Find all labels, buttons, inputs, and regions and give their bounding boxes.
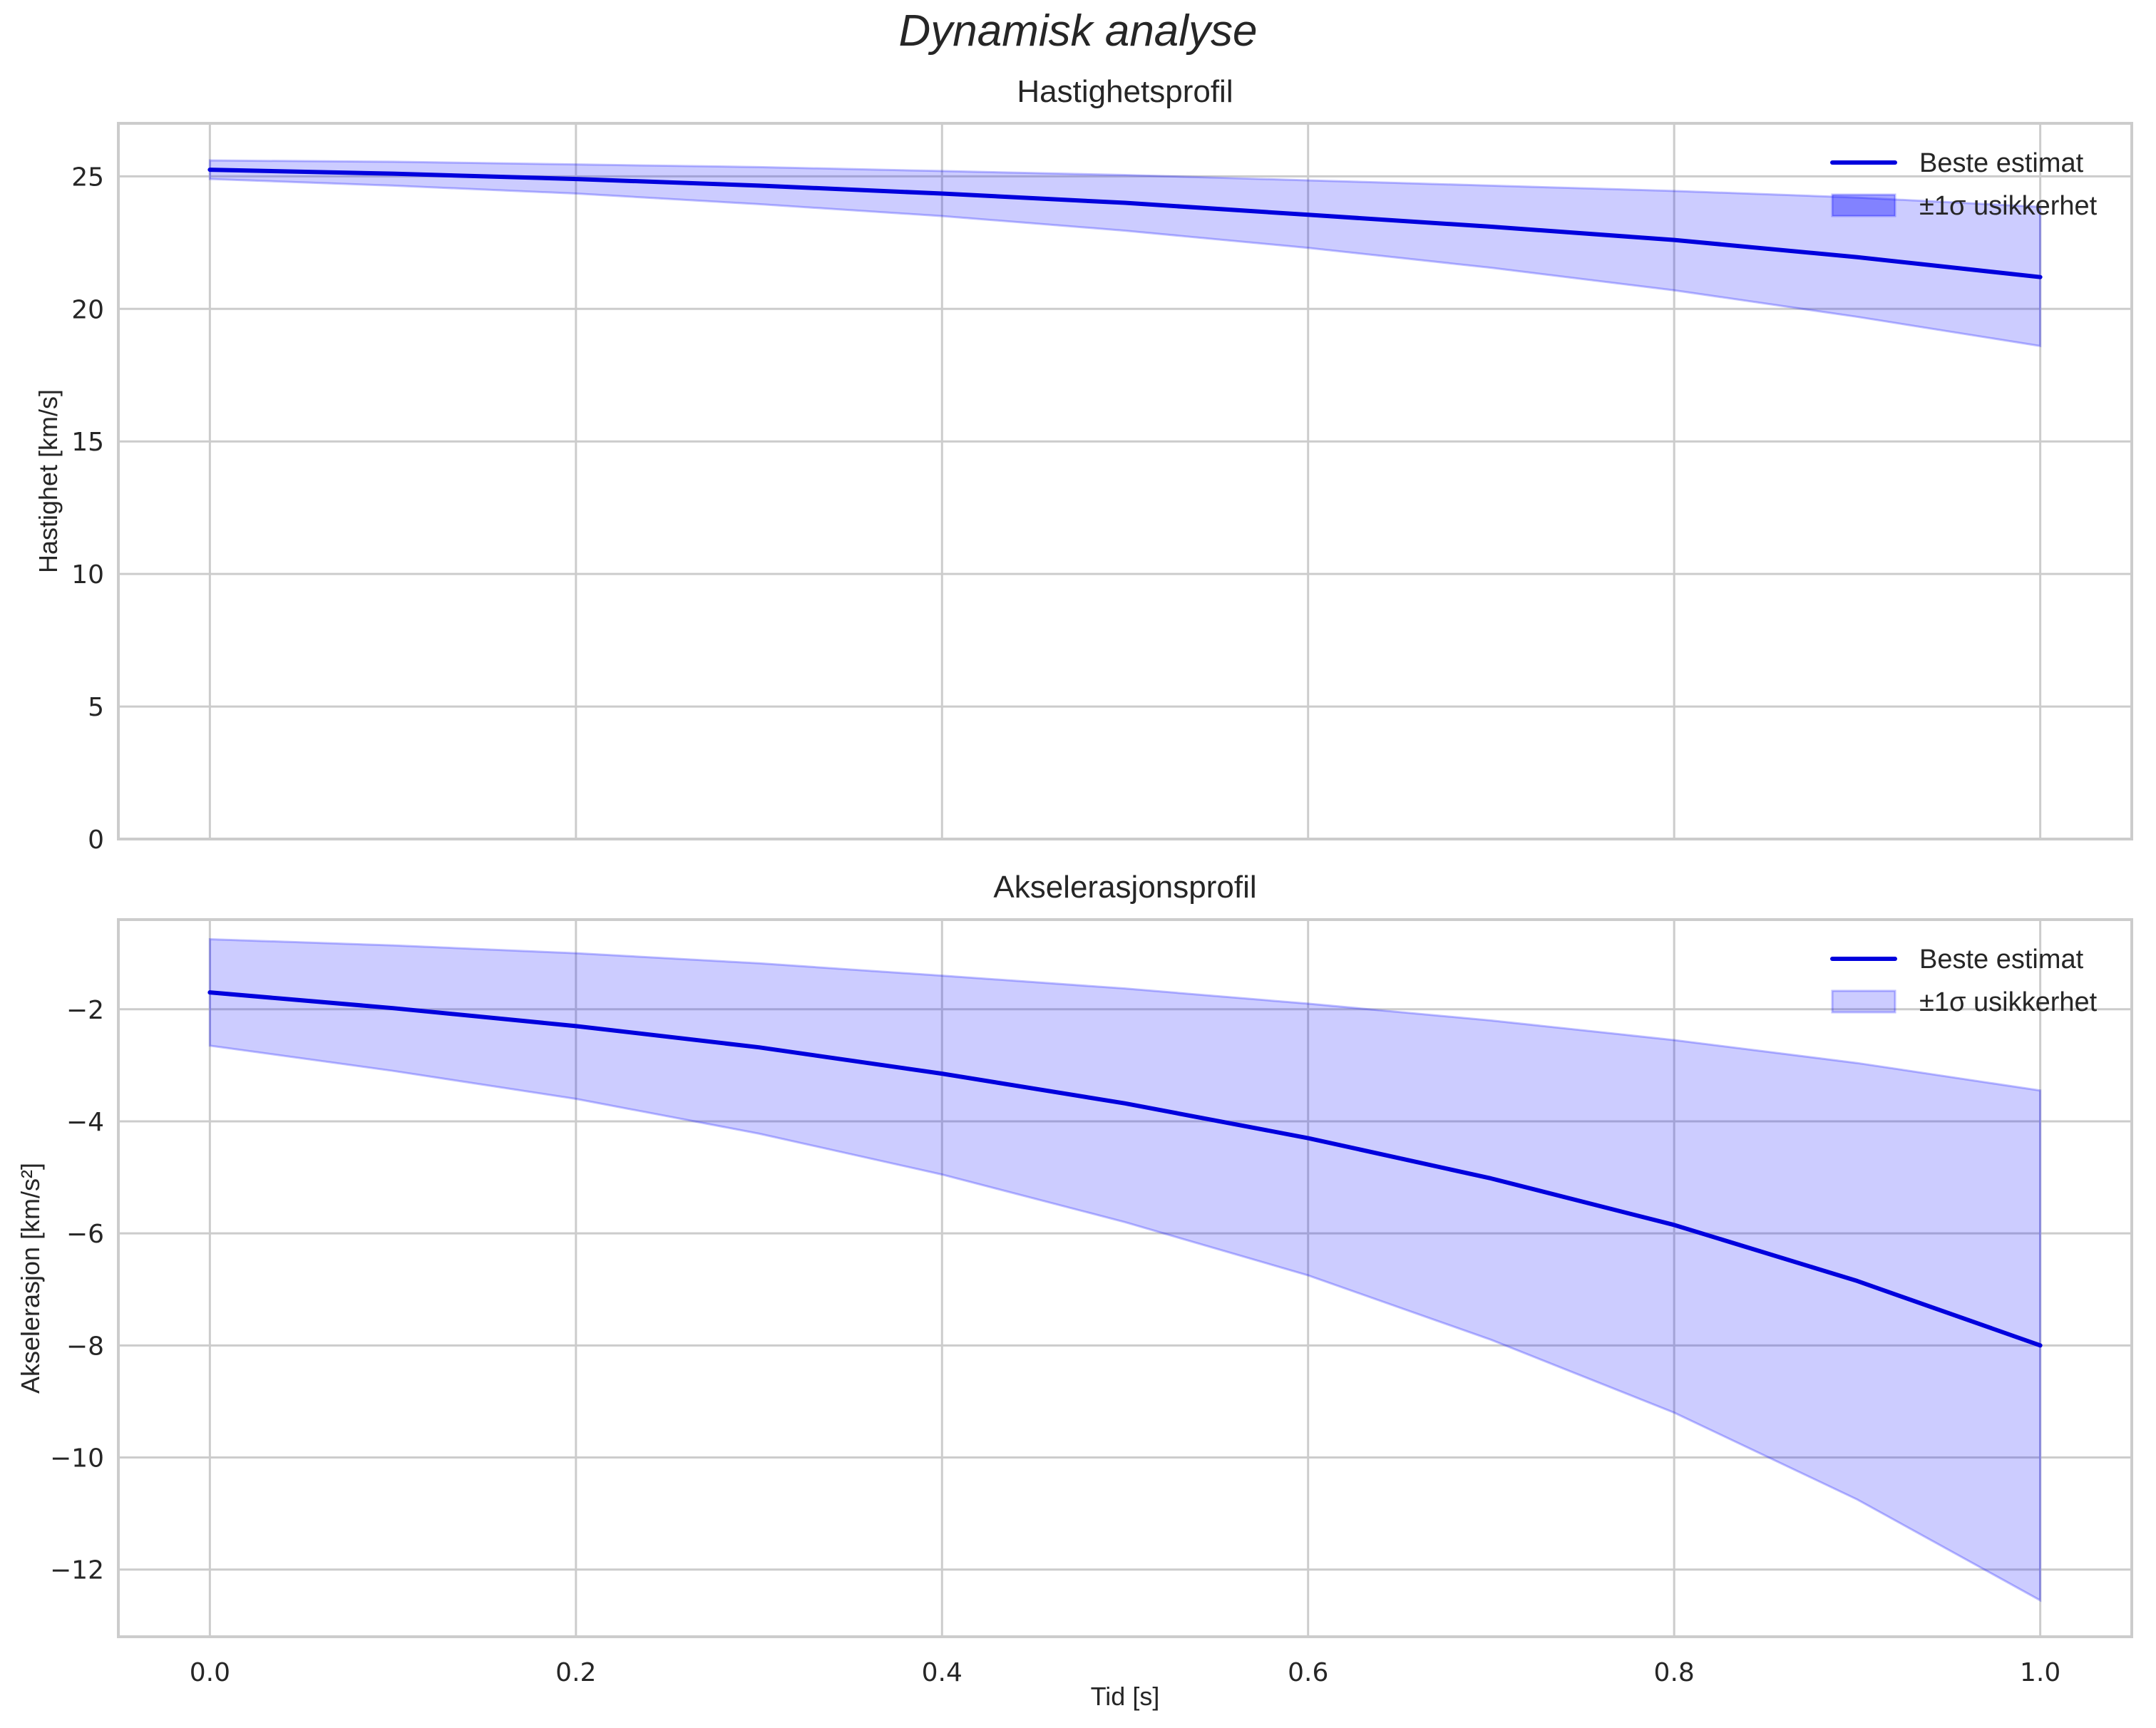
x-tick-label: 0.2 bbox=[555, 1658, 596, 1687]
y-axis-label: Hastighet [km/s] bbox=[34, 389, 63, 573]
y-tick-label: 10 bbox=[71, 560, 104, 590]
x-tick-label: 0.4 bbox=[922, 1658, 962, 1687]
y-tick-label: 0 bbox=[88, 826, 104, 855]
legend-label-estimate: Beste estimat bbox=[1919, 945, 2084, 974]
x-tick-label: 0.6 bbox=[1288, 1658, 1328, 1687]
legend: Beste estimat ±1σ usikkerhet bbox=[1830, 945, 2098, 1017]
y-tick-label: 15 bbox=[71, 428, 104, 457]
legend-band-icon bbox=[1831, 193, 1896, 217]
axes-frame bbox=[117, 122, 2133, 840]
velocity-chart: 0 5 10 15 20 25 Hastighet [km/s] Beste estimat ±… bbox=[34, 122, 2133, 855]
uncertainty-band bbox=[208, 937, 2042, 1603]
y-tick-label: 5 bbox=[88, 693, 104, 722]
figure-title: Dynamisk analyse bbox=[898, 6, 1258, 56]
y-tick-label: −2 bbox=[66, 996, 104, 1025]
legend-label-uncertainty: ±1σ usikkerhet bbox=[1919, 987, 2098, 1017]
legend-label-estimate: Beste estimat bbox=[1919, 148, 2084, 178]
y-axis-label: Akselerasjon [km/s²] bbox=[16, 1163, 45, 1394]
velocity-chart-title: Hastighetsprofil bbox=[1017, 74, 1233, 109]
legend: Beste estimat ±1σ usikkerhet bbox=[1830, 148, 2098, 221]
x-axis-label: Tid [s] bbox=[1091, 1682, 1160, 1711]
x-tick-label: 0.0 bbox=[190, 1658, 230, 1687]
axes-frame bbox=[117, 918, 2133, 1638]
y-tick-label: −4 bbox=[66, 1108, 104, 1137]
best-estimate-line bbox=[207, 168, 2043, 279]
acceleration-chart: −2 −4 −6 −8 −10 −12 0.0 0.2 0.4 0.6 0.8 1.0 Akselera… bbox=[16, 918, 2133, 1687]
y-tick-label: −12 bbox=[50, 1556, 104, 1585]
y-tick-label: −8 bbox=[66, 1332, 104, 1361]
uncertainty-band bbox=[208, 159, 2042, 348]
y-tick-label: −6 bbox=[66, 1220, 104, 1249]
legend-label-uncertainty: ±1σ usikkerhet bbox=[1919, 191, 2098, 221]
y-tick-label: −10 bbox=[50, 1444, 104, 1474]
x-tick-label: 0.8 bbox=[1654, 1658, 1695, 1687]
best-estimate-line bbox=[207, 990, 2043, 1348]
y-tick-label: 25 bbox=[71, 163, 104, 192]
legend-band-icon bbox=[1831, 989, 1896, 1014]
y-tick-label: 20 bbox=[71, 295, 104, 324]
x-tick-label: 1.0 bbox=[2020, 1658, 2060, 1687]
acceleration-chart-title: Akselerasjonsprofil bbox=[993, 870, 1257, 905]
grid-lines bbox=[118, 920, 2132, 1637]
